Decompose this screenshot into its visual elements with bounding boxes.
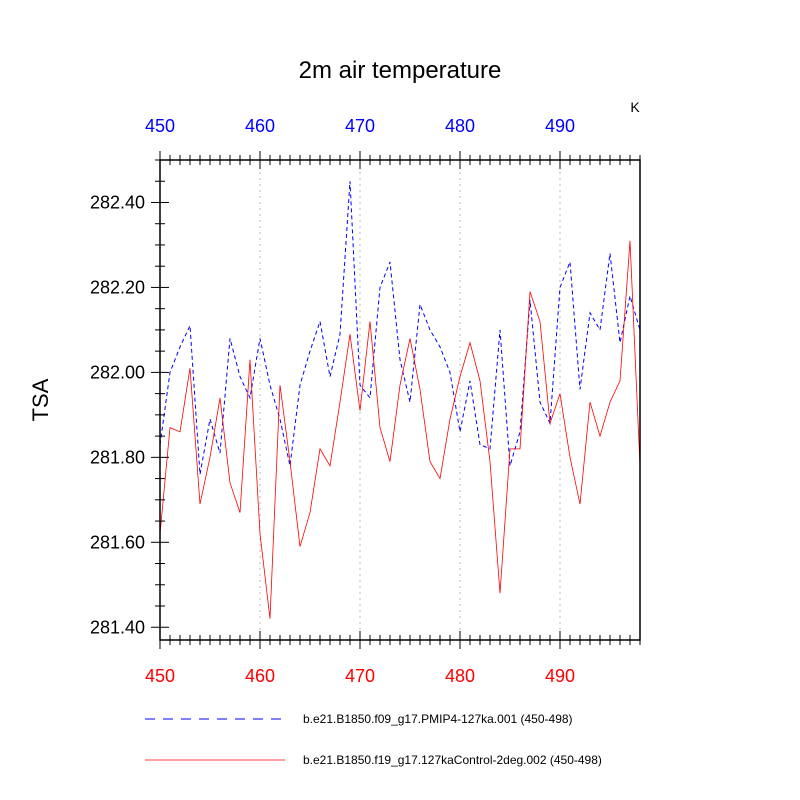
x-tick-label-top: 450 — [145, 116, 175, 136]
x-tick-label-bottom: 480 — [445, 666, 475, 686]
x-tick-label-bottom: 490 — [545, 666, 575, 686]
x-tick-label-top: 470 — [345, 116, 375, 136]
y-axis-label: TSA — [28, 378, 53, 421]
y-tick-label: 281.60 — [90, 532, 145, 552]
series-line-2 — [159, 240, 641, 619]
series-line-1 — [159, 181, 641, 475]
tick-layer: 450 450 460 460 470 470 480 480 490 490 281.40 281.… — [90, 116, 641, 686]
units-label: K — [630, 99, 640, 115]
y-tick-label: 281.80 — [90, 447, 145, 467]
y-tick-label: 281.40 — [90, 617, 145, 637]
x-tick-label-bottom: 470 — [345, 666, 375, 686]
legend: b.e21.B1850.f09_g17.PMIP4-127ka.001 (450… — [145, 712, 602, 767]
y-tick-label: 282.40 — [90, 192, 145, 212]
x-tick-label-top: 490 — [545, 116, 575, 136]
plot-frame — [159, 159, 641, 641]
y-tick-label: 282.20 — [90, 277, 145, 297]
series-layer — [159, 181, 641, 619]
chart-title: 2m air temperature — [299, 57, 502, 84]
legend-label-series-1: b.e21.B1850.f09_g17.PMIP4-127ka.001 (450… — [303, 712, 573, 726]
x-tick-label-bottom: 460 — [245, 666, 275, 686]
x-tick-label-top: 460 — [245, 116, 275, 136]
x-tick-label-bottom: 450 — [145, 666, 175, 686]
legend-label-series-2: b.e21.B1850.f19_g17.127kaControl-2deg.00… — [303, 753, 602, 767]
x-tick-label-top: 480 — [445, 116, 475, 136]
grid-layer — [259, 160, 561, 640]
y-tick-label: 282.00 — [90, 362, 145, 382]
